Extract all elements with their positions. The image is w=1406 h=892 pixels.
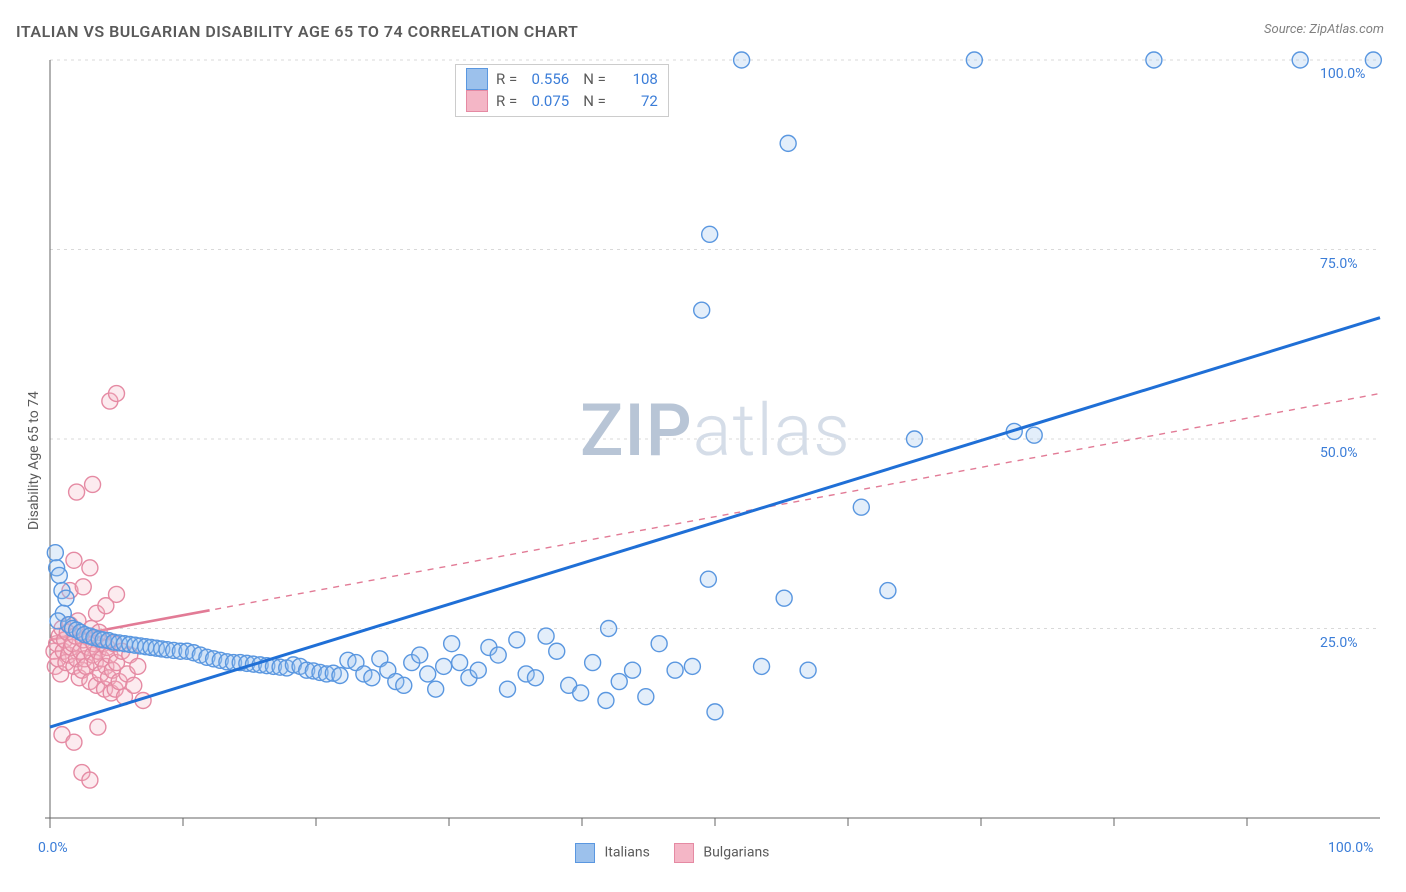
y-tick-50: 50.0% xyxy=(1320,445,1358,461)
x-max-label: 100.0% xyxy=(1328,840,1373,856)
legend-item-bulgarians: Bulgarians xyxy=(674,843,770,863)
correlation-legend-box: R = 0.556 N = 108 R = 0.075 N = 72 xyxy=(455,64,669,117)
corr-swatch-bulgarians xyxy=(466,90,488,112)
correlation-scatter-chart xyxy=(0,0,1406,892)
legend-swatch-bulgarians xyxy=(674,843,694,863)
x-min-label: 0.0% xyxy=(38,840,68,856)
y-tick-100: 100.0% xyxy=(1320,66,1365,82)
legend-swatch-italians xyxy=(575,843,595,863)
y-tick-75: 75.0% xyxy=(1320,256,1358,272)
corr-R-value-1: 0.075 xyxy=(525,90,569,112)
y-tick-25: 25.0% xyxy=(1320,635,1358,651)
legend-label-bulgarians: Bulgarians xyxy=(703,845,769,861)
corr-N-value-1: 72 xyxy=(614,90,658,112)
y-axis-label: Disability Age 65 to 74 xyxy=(26,391,42,530)
corr-N-label-1: N = xyxy=(583,90,606,112)
corr-R-label-1: R = xyxy=(496,90,517,112)
legend-label-italians: Italians xyxy=(604,845,649,861)
bottom-legend: Italians Bulgarians xyxy=(575,843,769,863)
corr-row-bulgarians: R = 0.075 N = 72 xyxy=(466,90,658,112)
corr-row-italians: R = 0.556 N = 108 xyxy=(466,68,658,90)
legend-item-italians: Italians xyxy=(575,843,650,863)
corr-N-label-0: N = xyxy=(583,68,606,90)
corr-R-value-0: 0.556 xyxy=(525,68,569,90)
corr-R-label-0: R = xyxy=(496,68,517,90)
corr-N-value-0: 108 xyxy=(614,68,658,90)
corr-swatch-italians xyxy=(466,68,488,90)
